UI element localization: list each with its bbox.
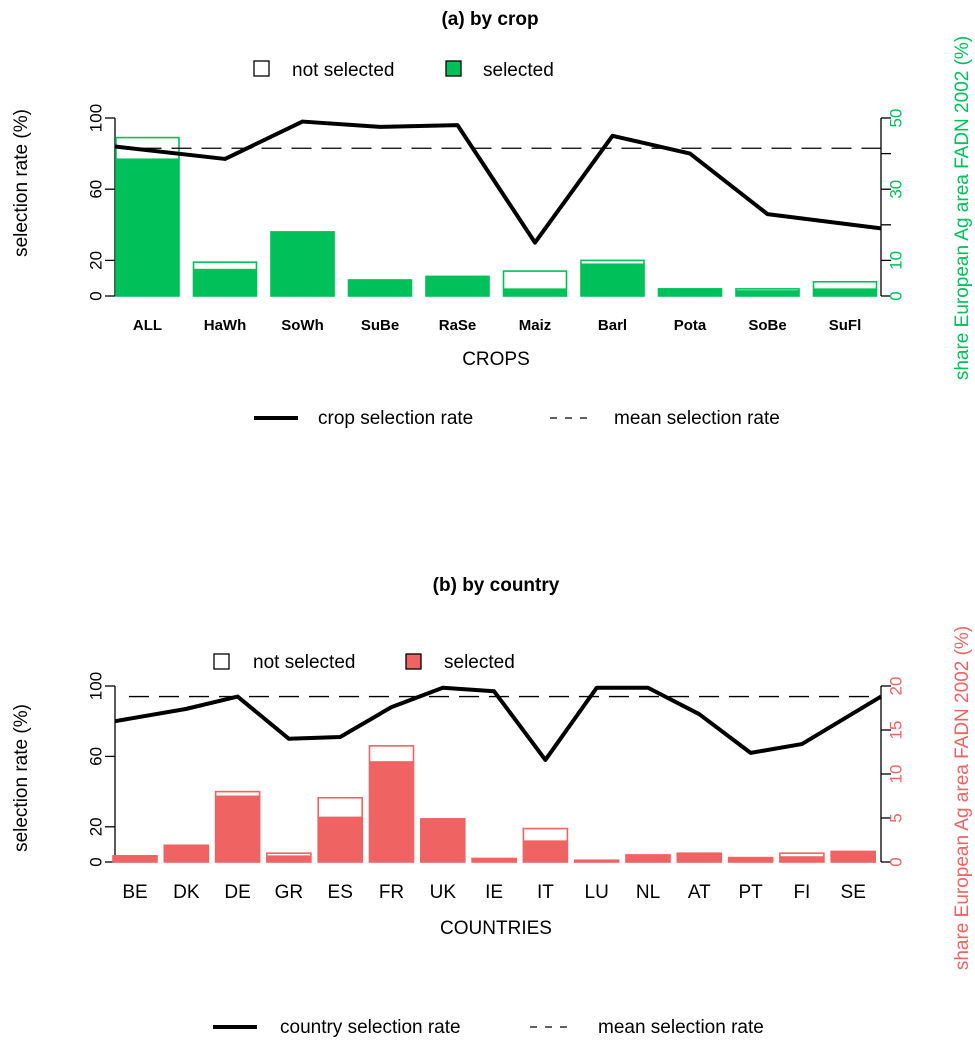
panel-b-y2-tick-label: 10 xyxy=(886,765,905,784)
panel-b-title: (b) by country xyxy=(433,575,560,596)
panel-a-y2-tick-label: 0 xyxy=(886,291,905,300)
panel-b-category-label: AT xyxy=(688,882,711,903)
panel-a-category-label: SuBe xyxy=(361,317,399,334)
panel-a-bar-selected xyxy=(735,290,800,297)
panel-a-bar-selected xyxy=(348,279,412,297)
panel-b-category-label: GR xyxy=(275,882,304,903)
panel-b-bar-selected xyxy=(317,816,363,863)
panel-a-category-label: Maiz xyxy=(519,317,552,334)
panel-b-legend-selected-swatch xyxy=(405,653,422,670)
panel-b-y-tick-label: 100 xyxy=(86,672,105,700)
panel-b-bar-selected xyxy=(830,850,876,863)
panel-a-category-label: SuFl xyxy=(829,317,862,334)
panel-b-legend-not-selected-swatch xyxy=(213,653,230,670)
panel-b-y2-tick-label: 0 xyxy=(886,857,905,866)
panel-b-legend-mean-rate: mean selection rate xyxy=(598,1017,764,1038)
panel-a-bar-selected xyxy=(425,275,490,297)
panel-b-y-tick-label: 60 xyxy=(86,747,105,766)
panel-a-legend-mean-rate: mean selection rate xyxy=(614,408,780,429)
panel-b-bar-selected xyxy=(471,857,517,863)
panel-a-bar-selected xyxy=(270,231,335,297)
panel-b-y2-axis-label: share European Ag area FADN 2002 (%) xyxy=(952,626,973,970)
panel-b-y-axis-label: selection rate (%) xyxy=(11,704,32,852)
panel-b-x-axis-label: COUNTRIES xyxy=(440,918,552,939)
panel-a-selection-rate-line xyxy=(114,119,882,245)
panel-b-category-label: LU xyxy=(585,882,609,903)
panel-b-legend-selected: selected xyxy=(444,652,515,673)
panel-a-x-axis-label: CROPS xyxy=(462,349,530,370)
panel-b-bar-selected xyxy=(420,818,466,863)
panel-b-category-label: PT xyxy=(738,882,763,903)
panel-b-bar-selected xyxy=(112,855,158,863)
panel-b-bar-selected xyxy=(728,857,774,863)
panel-b-category-label: NL xyxy=(636,882,660,903)
panel-b-category-label: DK xyxy=(173,882,200,903)
panel-a-bar-selected xyxy=(115,158,180,297)
panel-a-category-label: SoWh xyxy=(281,317,324,334)
panel-b-category-label: UK xyxy=(430,882,457,903)
panel-a-y-tick-label: 20 xyxy=(86,251,105,270)
panel-a-category-label: SoBe xyxy=(748,317,786,334)
panel-b-y2-tick-label: 20 xyxy=(886,677,905,696)
panel-b-plot: 0 20 60 100 0 5 10 15 20 BE DK DE GR ES FR UK IE IT LU NL AT… xyxy=(86,672,905,903)
panel-a-legend-not-selected-swatch xyxy=(253,60,270,77)
panel-b-y-tick-label: 0 xyxy=(86,857,105,866)
panel-b-bar-selected xyxy=(574,859,620,863)
panel-a-title: (a) by crop xyxy=(441,9,538,30)
panel-b-category-label: FI xyxy=(793,882,810,903)
panel-a-y2-tick-label: 10 xyxy=(886,251,905,270)
panel-b-selection-rate-line xyxy=(114,685,883,762)
panel-b-y2-tick-label: 15 xyxy=(886,721,905,740)
panel-a-bar-selected xyxy=(193,268,257,297)
panel-a-y-tick-label: 0 xyxy=(86,291,105,300)
panel-b-y2-tick-label: 5 xyxy=(886,813,905,822)
panel-b-bar-selected xyxy=(779,856,825,863)
panel-b-bar-selected xyxy=(676,852,722,863)
panel-a-legend-not-selected: not selected xyxy=(292,60,394,81)
panel-a-bar-selected xyxy=(658,288,722,297)
panel-b-bar-selected xyxy=(625,854,671,863)
panel-b-category-label: IE xyxy=(485,882,503,903)
panel-b-category-label: IT xyxy=(537,882,554,903)
panel-a-bar-selected xyxy=(813,288,877,297)
panel-a-y2-axis-label: share European Ag area FADN 2002 (%) xyxy=(952,36,973,380)
panel-b-category-label: DE xyxy=(224,882,250,903)
panel-b-category-label: BE xyxy=(122,882,147,903)
panel-a-y2-tick-label: 30 xyxy=(886,180,905,199)
panel-b-category-label: ES xyxy=(328,882,353,903)
panel-b-bar-selected xyxy=(163,844,209,863)
panel-b-category-label: FR xyxy=(379,882,404,903)
panel-b-category-label: SE xyxy=(841,882,866,903)
panel-b-bar-selected xyxy=(266,855,312,863)
panel-b-y-tick-label: 20 xyxy=(86,817,105,836)
panel-a-y-tick-label: 100 xyxy=(86,104,105,132)
panel-a-legend-selected-swatch xyxy=(445,60,462,77)
panel-a-y-axis-label: selection rate (%) xyxy=(11,109,32,257)
panel-a-y2-tick-label: 50 xyxy=(886,109,905,128)
panel-a-category-label: Pota xyxy=(674,317,707,334)
panel-a-plot: 0 20 60 100 0 10 30 50 ALL HaWh SoWh SuBe RaSe Maiz Ba… xyxy=(86,104,905,334)
panel-a-bar-selected xyxy=(503,288,567,297)
panel-b-legend-not-selected: not selected xyxy=(253,652,355,673)
panel-a-category-label: RaSe xyxy=(439,317,477,334)
panel-a-legend-crop-rate: crop selection rate xyxy=(318,408,473,429)
panel-a-legend-selected: selected xyxy=(483,60,554,81)
panel-b-legend-country-rate: country selection rate xyxy=(280,1017,461,1038)
panel-b-bar-selected xyxy=(369,761,414,863)
panel-b-bar-selected xyxy=(215,795,261,863)
panel-b-bar-selected xyxy=(522,840,568,863)
panel-a-category-label: Barl xyxy=(598,317,627,334)
panel-a-category-label: HaWh xyxy=(204,317,247,334)
panel-a-category-label: ALL xyxy=(133,317,162,334)
panel-a-bar-selected xyxy=(580,263,645,297)
panel-a-y-tick-label: 60 xyxy=(86,180,105,199)
